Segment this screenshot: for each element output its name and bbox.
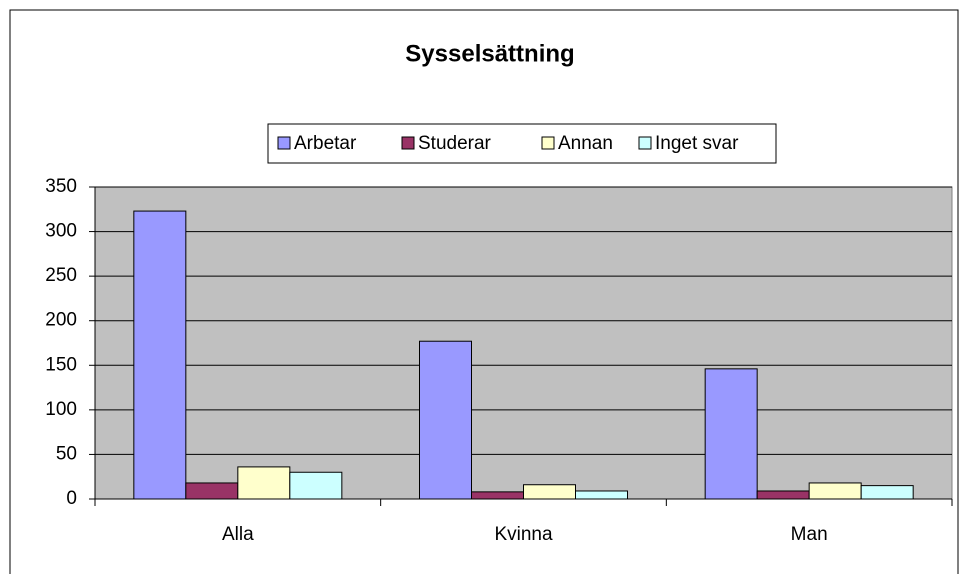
y-tick-label: 300 (45, 221, 77, 242)
legend-swatch (401, 136, 415, 150)
legend-box (267, 123, 777, 164)
y-tick-label: 350 (45, 176, 77, 197)
legend-label: Studerar (418, 133, 492, 154)
legend-swatch (638, 136, 652, 150)
x-tick-label: Man (791, 524, 828, 545)
y-tick-label: 250 (45, 265, 77, 286)
x-tick-label: Kvinna (494, 524, 553, 545)
bar (808, 482, 862, 500)
bar (419, 340, 472, 500)
legend-swatch (277, 136, 291, 150)
bar (860, 485, 914, 500)
bar (133, 210, 187, 500)
bar (471, 491, 524, 500)
bar (575, 490, 628, 500)
y-tick-label: 150 (45, 354, 77, 375)
legend-label: Arbetar (294, 133, 357, 154)
legend-swatch (541, 136, 555, 150)
bar (704, 368, 758, 500)
bar (289, 471, 343, 500)
legend-label: Inget svar (655, 133, 739, 154)
chart-title: Sysselsättning (405, 40, 574, 67)
y-tick-label: 100 (45, 399, 77, 420)
bar (237, 466, 291, 500)
plot-area (94, 186, 953, 500)
y-tick-label: 0 (66, 488, 77, 509)
y-tick-label: 200 (45, 310, 77, 331)
bar (756, 490, 810, 500)
legend-label: Annan (558, 133, 613, 154)
bar (523, 484, 576, 500)
bar (185, 482, 239, 500)
y-tick-label: 50 (56, 443, 77, 464)
x-tick-label: Alla (222, 524, 254, 545)
